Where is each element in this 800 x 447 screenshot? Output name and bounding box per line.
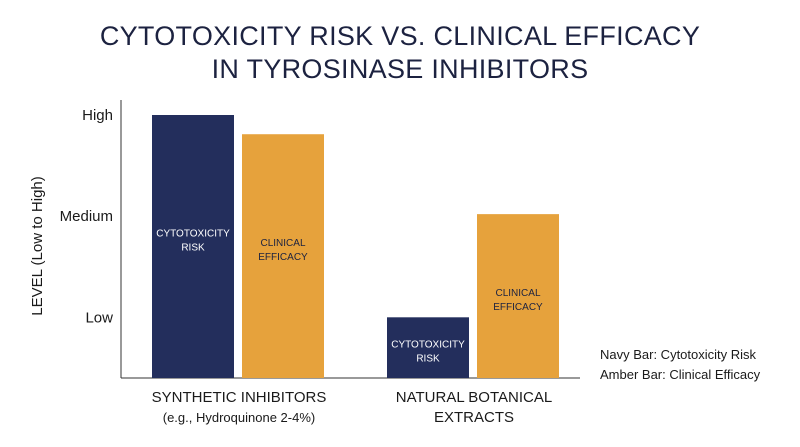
- y-tick-label-low: Low: [85, 309, 113, 326]
- group-label-1: SYNTHETIC INHIBITORS: [152, 389, 327, 406]
- legend-amber-entry: Amber Bar: Clinical Efficacy: [600, 367, 761, 382]
- y-tick-label-high: High: [82, 107, 113, 124]
- bar-efficacy-group-1: [242, 134, 324, 378]
- group-label-2: NATURAL BOTANICAL: [396, 389, 552, 406]
- bar-cytotoxicity-group-1: [152, 115, 234, 378]
- y-tick-label-medium: Medium: [60, 208, 113, 225]
- bar-label-cytotoxicity-group-2-line-2: RISK: [416, 354, 440, 365]
- y-axis-label: LEVEL (Low to High): [29, 176, 46, 316]
- bar-label-cytotoxicity-group-1-line-1: CYTOTOXICITY: [156, 229, 230, 240]
- bar-label-cytotoxicity-group-1-line-2: RISK: [181, 243, 205, 254]
- bar-efficacy-group-2: [477, 214, 559, 378]
- bar-cytotoxicity-group-2: [387, 317, 469, 378]
- group-sublabel-1: (e.g., Hydroquinone 2-4%): [163, 410, 315, 425]
- bar-label-cytotoxicity-group-2-line-1: CYTOTOXICITY: [391, 340, 465, 351]
- chart-title-line-2: IN TYROSINASE INHIBITORS: [211, 54, 589, 84]
- bar-label-efficacy-group-2-line-2: EFFICACY: [493, 302, 543, 313]
- bar-label-efficacy-group-1-line-1: CLINICAL: [260, 238, 305, 249]
- bar-label-efficacy-group-1-line-2: EFFICACY: [258, 252, 308, 263]
- chart-title-line-1: CYTOTOXICITY RISK VS. CLINICAL EFFICACY: [99, 21, 701, 51]
- bar-label-efficacy-group-2-line-1: CLINICAL: [495, 288, 540, 299]
- legend-navy-entry: Navy Bar: Cytotoxicity Risk: [600, 347, 757, 362]
- group-sublabel-2: EXTRACTS: [434, 409, 514, 426]
